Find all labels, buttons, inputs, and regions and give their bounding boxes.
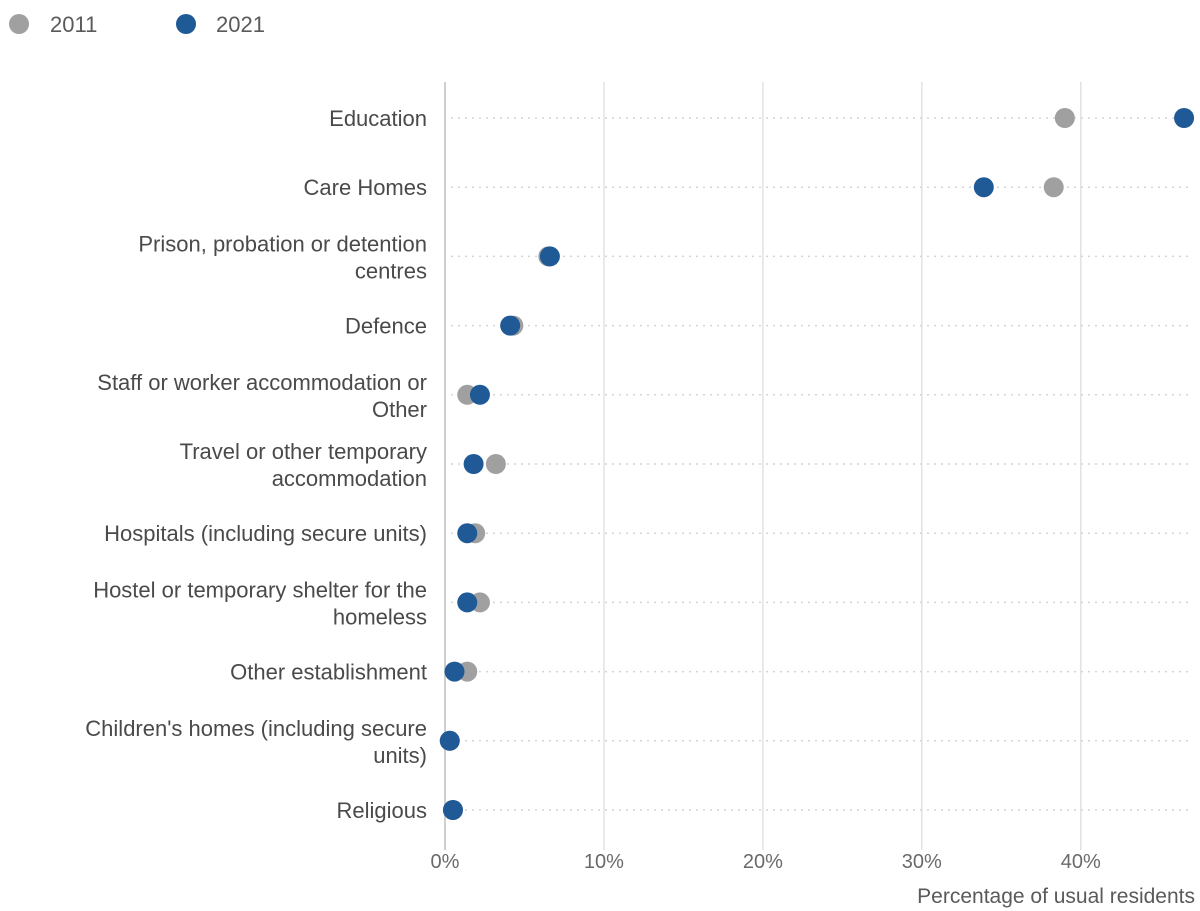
category-label-4: Staff or worker accommodation or Other — [97, 370, 427, 422]
category-label-2: Prison, probation or detention centres — [138, 231, 427, 283]
category-label-1: Care Homes — [304, 175, 427, 200]
legend: 2011 2021 — [9, 12, 265, 37]
category-label-line: homeless — [333, 604, 427, 629]
category-label-0: Education — [329, 106, 427, 131]
category-label-line: centres — [355, 258, 427, 283]
x-tick-label-4: 40% — [1061, 851, 1101, 873]
category-label-8: Other establishment — [230, 660, 427, 685]
x-tick-label-2: 20% — [743, 851, 783, 873]
x-tick-labels: 0% 10% 20% 30% 40% — [431, 851, 1101, 873]
category-label-line: accommodation — [272, 466, 427, 491]
point-2021-4 — [469, 384, 490, 405]
legend-label-2011: 2011 — [50, 12, 97, 37]
category-label-9: Children's homes (including secure units) — [85, 716, 427, 768]
point-2021-5 — [463, 454, 484, 474]
point-2011-5 — [485, 454, 506, 474]
category-label-3: Defence — [345, 314, 427, 339]
point-2021-9 — [439, 730, 460, 751]
category-label-line: Staff or worker accommodation or — [97, 370, 427, 395]
data-points — [439, 108, 1195, 820]
legend-label-2021: 2021 — [216, 12, 265, 37]
category-label-line: Hostel or temporary shelter for the — [93, 577, 427, 602]
category-label-line: Prison, probation or detention — [138, 231, 427, 256]
point-2021-10 — [442, 800, 463, 820]
category-label-6: Hospitals (including secure units) — [104, 521, 427, 546]
legend-marker-2011 — [9, 14, 29, 34]
x-axis-title: Percentage of usual residents — [917, 885, 1195, 908]
point-2021-7 — [457, 592, 478, 613]
category-label-line: units) — [373, 743, 427, 768]
vertical-gridlines — [603, 82, 1082, 850]
x-tick-label-3: 30% — [902, 851, 942, 873]
category-labels: Education Care Homes Prison, probation or … — [85, 106, 427, 823]
point-2021-2 — [539, 246, 560, 267]
category-label-line: Travel or other temporary — [180, 439, 427, 464]
x-tick-label-1: 10% — [584, 851, 624, 873]
point-2021-0 — [1174, 108, 1195, 128]
point-2011-1 — [1043, 177, 1064, 198]
point-2011-0 — [1054, 108, 1075, 128]
point-2021-8 — [444, 661, 465, 682]
category-label-line: Children's homes (including secure — [85, 716, 427, 741]
category-label-5: Travel or other temporary accommodation — [180, 439, 427, 491]
point-2021-1 — [973, 177, 994, 198]
x-tick-label-0: 0% — [431, 851, 460, 873]
point-2021-6 — [457, 523, 478, 544]
category-label-line: Other — [372, 397, 427, 422]
legend-marker-2021 — [176, 14, 196, 34]
category-label-10: Religious — [337, 798, 428, 823]
category-label-7: Hostel or temporary shelter for the homel… — [93, 577, 427, 629]
point-2021-3 — [500, 315, 521, 336]
